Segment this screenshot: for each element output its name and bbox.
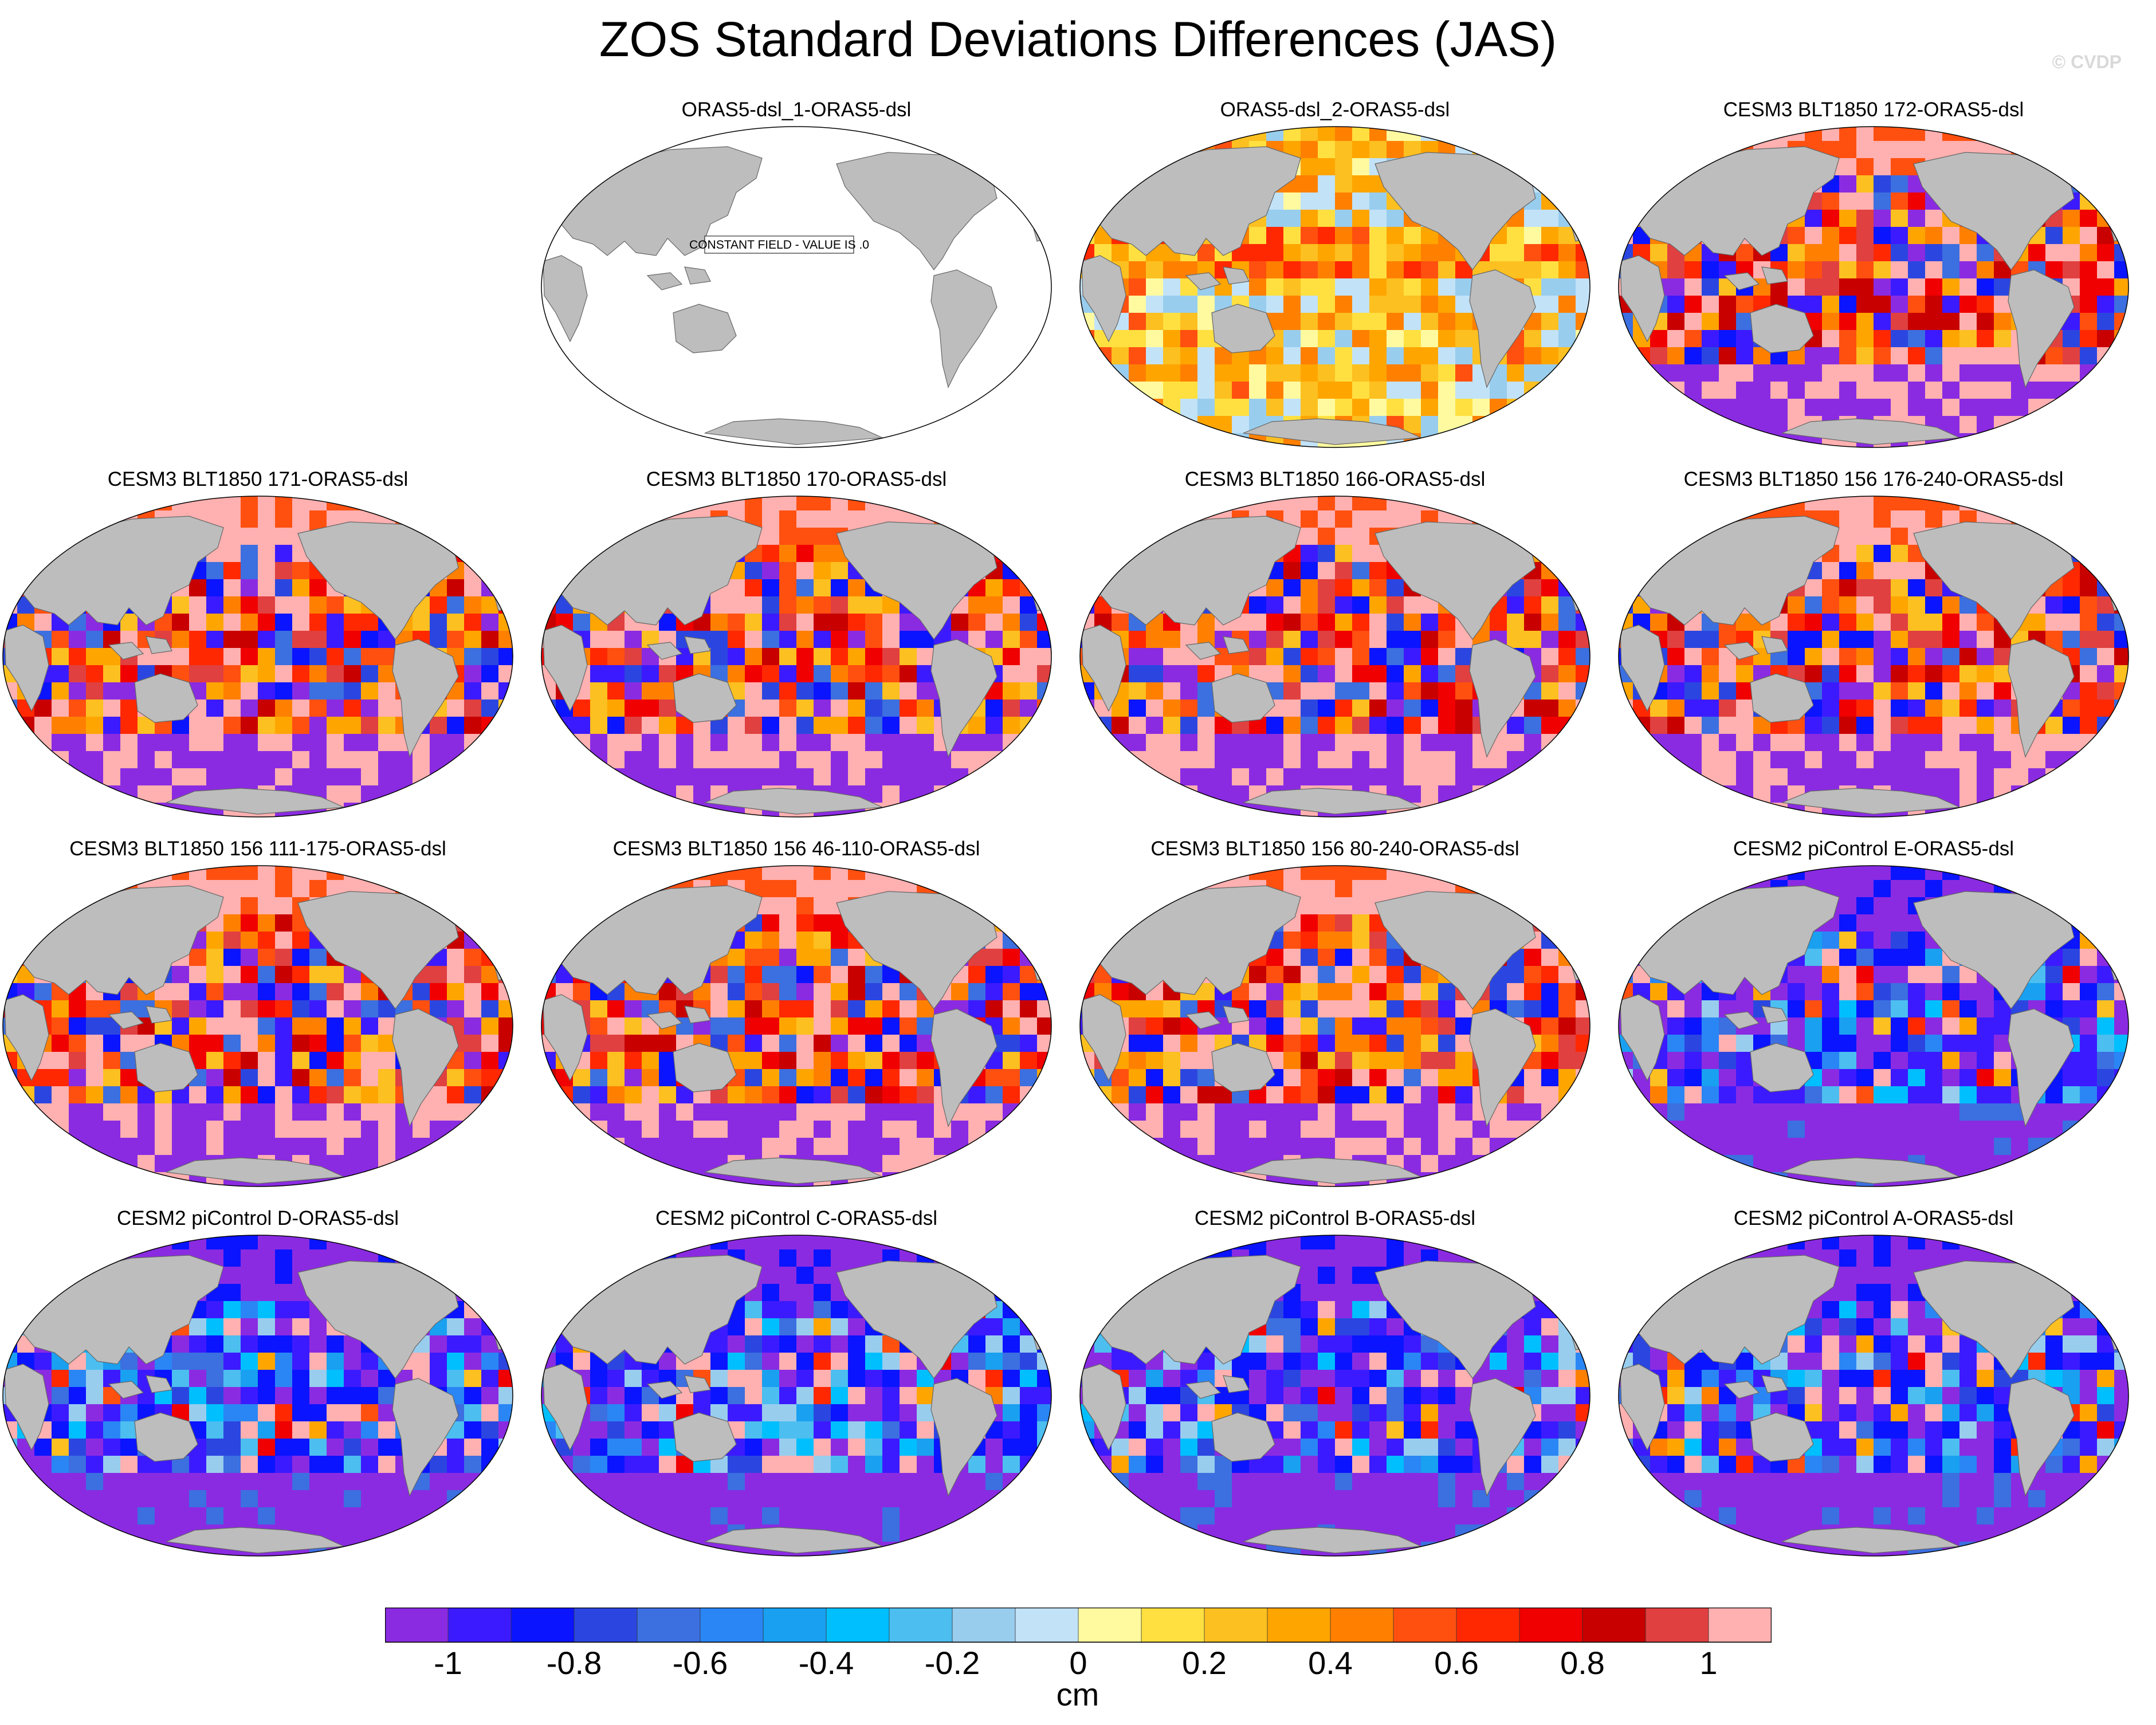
colorbar-tick-label: -1 <box>434 1645 462 1681</box>
map-panel-6: CESM3 BLT1850 166-ORAS5-dsl <box>1077 467 1593 822</box>
map-panel-3: CESM3 BLT1850 172-ORAS5-dsl <box>1616 97 2131 453</box>
panel-title: CESM2 piControl D-ORAS5-dsl <box>116 1207 399 1229</box>
colorbar-tick-label: 1 <box>1699 1645 1718 1681</box>
panel-title: CESM2 piControl E-ORAS5-dsl <box>1733 838 2014 860</box>
map-graphic <box>1618 126 2129 448</box>
colorbar-tick-label: -0.4 <box>798 1645 854 1681</box>
panel-title: CESM3 BLT1850 166-ORAS5-dsl <box>1184 468 1486 490</box>
map-panel-9: CESM3 BLT1850 156 46-110-ORAS5-dsl <box>539 836 1054 1192</box>
colorbar-swatch <box>952 1608 1016 1643</box>
panel-title: CESM3 BLT1850 156 46-110-ORAS5-dsl <box>612 838 980 860</box>
colorbar-swatch <box>1456 1608 1520 1643</box>
panel-title: ORAS5-dsl_2-ORAS5-dsl <box>1220 99 1450 121</box>
map-graphic <box>541 865 1052 1187</box>
colorbar-swatch <box>1078 1608 1142 1643</box>
map-panel-5: CESM3 BLT1850 170-ORAS5-dsl <box>539 467 1054 822</box>
map-panel-7: CESM3 BLT1850 156 176-240-ORAS5-dsl <box>1616 467 2131 822</box>
panel-title: CESM3 BLT1850 171-ORAS5-dsl <box>107 468 409 490</box>
colorbar-swatch <box>574 1608 638 1643</box>
colorbar-tick-label: -0.8 <box>546 1645 602 1681</box>
colorbar-swatch <box>447 1608 512 1643</box>
colorbar-swatch <box>1267 1608 1331 1643</box>
colorbar-swatch <box>1645 1608 1709 1643</box>
colorbar-swatch <box>1204 1608 1268 1643</box>
map-panel-8: CESM3 BLT1850 156 111-175-ORAS5-dsl <box>0 836 516 1192</box>
colorbar-swatch <box>1330 1608 1394 1643</box>
constant-field-label: CONSTANT FIELD - VALUE IS .0 <box>689 235 869 254</box>
svg-text:CONSTANT FIELD - VALUE IS .0: CONSTANT FIELD - VALUE IS .0 <box>689 238 869 252</box>
map-panel-10: CESM3 BLT1850 156 80-240-ORAS5-dsl <box>1077 836 1593 1192</box>
colorbar-swatch <box>1519 1608 1583 1643</box>
map-graphic <box>1079 126 1591 448</box>
colorbar-swatch <box>637 1608 701 1643</box>
colorbar-swatch <box>889 1608 953 1643</box>
panel-title: CESM3 BLT1850 170-ORAS5-dsl <box>646 468 947 490</box>
map-graphic <box>1079 1235 1591 1557</box>
panel-title: CESM2 piControl A-ORAS5-dsl <box>1733 1207 2014 1229</box>
colorbar-tick-label: 0.2 <box>1182 1645 1227 1681</box>
colorbar-tick-label: 0.4 <box>1308 1645 1353 1681</box>
colorbar-swatch <box>1141 1608 1205 1643</box>
map-graphic <box>1618 1235 2129 1557</box>
colorbar-swatch <box>510 1608 575 1643</box>
colorbar-tick-label: 0 <box>1069 1645 1087 1681</box>
map-graphic <box>2 496 513 818</box>
map-graphic <box>1618 865 2129 1187</box>
panel-title: CESM3 BLT1850 172-ORAS5-dsl <box>1723 99 2024 121</box>
panel-title: CESM3 BLT1850 156 176-240-ORAS5-dsl <box>1683 468 2064 490</box>
map-panel-4: CESM3 BLT1850 171-ORAS5-dsl <box>0 467 516 822</box>
copyright-watermark: © CVDP <box>2052 52 2122 72</box>
map-panel-14: CESM2 piControl B-ORAS5-dsl <box>1077 1206 1593 1561</box>
map-panel-15: CESM2 piControl A-ORAS5-dsl <box>1616 1206 2131 1561</box>
colorbar-swatch <box>700 1608 764 1643</box>
panel-title: CESM3 BLT1850 156 111-175-ORAS5-dsl <box>69 838 446 860</box>
panel-title: CESM3 BLT1850 156 80-240-ORAS5-dsl <box>1150 838 1519 860</box>
map-panel-2: ORAS5-dsl_2-ORAS5-dsl <box>1077 97 1593 453</box>
panel-title: ORAS5-dsl_1-ORAS5-dsl <box>681 99 912 121</box>
map-graphic <box>2 1235 513 1557</box>
panel-title: CESM2 piControl C-ORAS5-dsl <box>655 1207 938 1229</box>
colorbar-swatch <box>763 1608 827 1643</box>
colorbar <box>385 1608 1772 1643</box>
map-graphic <box>541 1235 1052 1557</box>
map-panel-12: CESM2 piControl D-ORAS5-dsl <box>0 1206 516 1561</box>
colorbar-swatch <box>826 1608 890 1643</box>
map-panel-1: ORAS5-dsl_1-ORAS5-dsl CONSTANT FIELD - V… <box>539 97 1054 453</box>
colorbar-swatch <box>385 1608 449 1643</box>
colorbar-swatch <box>1582 1608 1646 1643</box>
colorbar-tick-label: 0.8 <box>1560 1645 1605 1681</box>
map-panel-11: CESM2 piControl E-ORAS5-dsl <box>1616 836 2131 1192</box>
colorbar-tick-label: 0.6 <box>1434 1645 1479 1681</box>
map-graphic <box>1079 865 1591 1187</box>
colorbar-swatch <box>1393 1608 1457 1643</box>
colorbar-swatch <box>1015 1608 1079 1643</box>
map-graphic: CONSTANT FIELD - VALUE IS .0 <box>541 126 1052 448</box>
map-graphic <box>2 865 513 1187</box>
map-graphic <box>1079 496 1591 818</box>
map-panel-13: CESM2 piControl C-ORAS5-dsl <box>539 1206 1054 1561</box>
panel-title: CESM2 piControl B-ORAS5-dsl <box>1194 1207 1476 1229</box>
colorbar-tick-label: -0.2 <box>924 1645 980 1681</box>
colorbar-swatch <box>1708 1608 1772 1643</box>
figure-title: ZOS Standard Deviations Differences (JAS… <box>599 12 1557 67</box>
colorbar-units: cm <box>1056 1676 1099 1712</box>
map-graphic <box>1618 496 2129 818</box>
map-graphic <box>541 496 1052 818</box>
colorbar-tick-label: -0.6 <box>672 1645 728 1681</box>
